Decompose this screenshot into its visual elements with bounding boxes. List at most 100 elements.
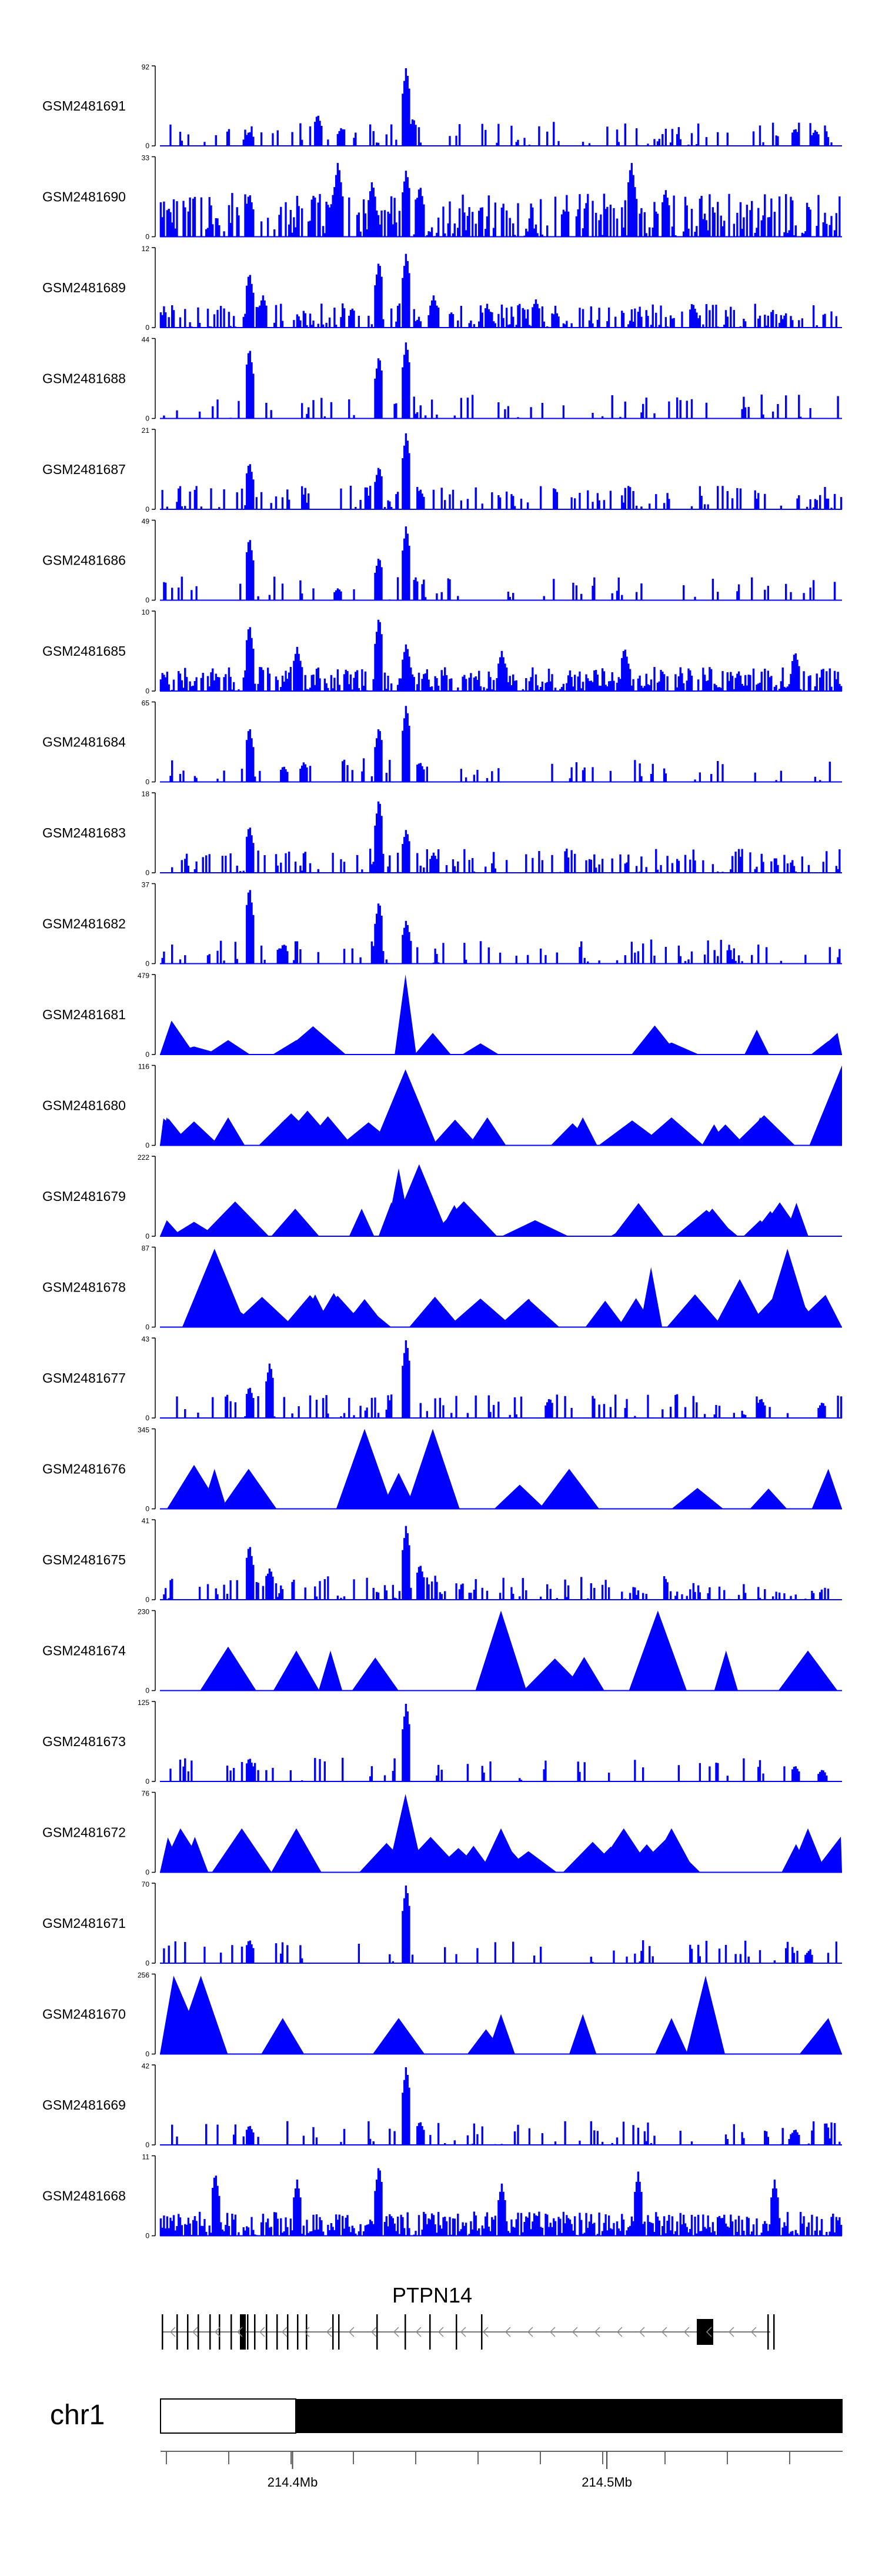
track-GSM2481676: GSM2481676 345 0 [42,1426,842,1513]
y-min-label: 0 [145,1596,149,1604]
coverage-signal [160,890,842,964]
coverage-triangle [644,1042,699,1055]
coverage-signal [160,1526,842,1600]
y-min-label: 0 [145,960,149,968]
track-label: GSM2481687 [42,462,126,477]
strand-chevron [639,2327,645,2337]
track-GSM2481691: GSM2481691 92 0 [42,63,842,150]
y-min-label: 0 [145,323,149,332]
chromosome-label: chr1 [50,2400,105,2431]
track-label: GSM2481670 [42,2007,126,2022]
track-GSM2481689: GSM2481689 12 0 [42,245,842,332]
coverage-triangle [212,1828,272,1873]
coverage-triangle [220,1469,277,1509]
coverage-triangle [406,1429,460,1509]
coverage-triangle [280,1220,313,1236]
strand-chevron [661,2327,667,2337]
coverage-triangle [809,1065,842,1146]
y-min-label: 0 [145,1687,149,1695]
major-tick-label: 214.5Mb [582,2475,632,2490]
track-GSM2481671: GSM2481671 70 0 [42,1880,842,1967]
gene-exon [176,2314,178,2350]
gene-exon [332,2314,334,2350]
coverage-signal [159,2168,843,2236]
coverage-triangle [447,1298,513,1327]
coverage-triangle [349,1209,375,1236]
coverage-triangle [271,1828,322,1873]
strand-chevron [415,2327,422,2337]
track-label: GSM2481683 [42,825,126,840]
coverage-triangle [647,1828,696,1873]
coverage-triangle [380,1473,417,1509]
coverage-triangle [201,1201,269,1236]
coverage-triangle [206,1040,250,1055]
track-label: GSM2481686 [42,553,126,568]
track-label: GSM2481678 [42,1280,126,1295]
gene-exon [287,2314,289,2350]
coverage-triangle [813,1836,842,1873]
coverage-triangle [200,1646,256,1691]
coverage-triangle [494,1484,546,1509]
coverage-triangle [242,1299,282,1327]
track-label: GSM2481679 [42,1189,126,1204]
coverage-triangle [585,1300,625,1327]
coverage-signal [159,253,842,328]
ideogram-minor-ticks [166,2451,790,2464]
coverage-triangle [500,1851,557,1873]
track-GSM2481675: GSM2481675 41 0 [42,1517,842,1604]
coverage-triangle [686,1976,725,2054]
coverage-triangle [318,1650,343,1691]
strand-chevron [281,2327,288,2337]
track-GSM2481679: GSM2481679 222 0 [42,1153,842,1240]
strand-chevron [683,2327,690,2337]
strand-chevron [572,2327,578,2337]
y-min-label: 0 [145,233,149,241]
coverage-triangle [714,1279,766,1327]
coverage-triangle [454,1846,493,1873]
gene-exon [297,2314,299,2350]
track-label: GSM2481690 [42,189,126,205]
coverage-tracks: GSM2481691920GSM2481690330GSM2481689120G… [42,63,843,2240]
coverage-triangle [750,1489,787,1509]
coverage-signal [160,526,842,600]
coverage-triangle [513,1299,544,1327]
y-min-label: 0 [145,142,149,150]
strand-chevron [505,2327,511,2337]
track-label: GSM2481685 [42,643,126,659]
y-max-label: 12 [142,245,150,253]
coverage-signal [160,1886,842,1964]
strand-chevron [214,2327,220,2337]
y-max-label: 11 [142,2153,150,2161]
track-GSM2481674: GSM2481674 230 0 [42,1608,842,1695]
coverage-triangle [629,1610,687,1691]
gene-exon [481,2314,483,2350]
coverage-signal [160,1340,843,1419]
y-max-label: 21 [142,426,150,435]
coverage-signal [160,1704,842,1782]
track-GSM2481688: GSM2481688 44 0 [42,336,842,423]
y-max-label: 65 [142,699,150,708]
coverage-triangle [403,1207,437,1236]
track-GSM2481685: GSM2481685 10 0 [42,608,843,695]
gene-exon [376,2314,378,2350]
ideogram-major-ticks: 214.4Mb 214.5Mb [268,2451,632,2490]
y-max-label: 42 [142,2062,150,2070]
coverage-triangle [469,1117,506,1146]
track-GSM2481690: GSM2481690 33 0 [42,154,842,241]
coverage-triangle [814,1033,842,1055]
track-label: GSM2481680 [42,1098,126,1113]
gene-name-label: PTPN14 [392,2283,472,2307]
track-GSM2481668: GSM2481668 11 0 [42,2153,843,2240]
coverage-triangle [778,1650,838,1691]
strand-chevron [370,2327,377,2337]
major-tick-label: 214.4Mb [268,2475,318,2490]
strand-chevron [549,2327,556,2337]
gene-exon [276,2314,278,2350]
coverage-triangle [462,1043,499,1055]
track-label: GSM2481669 [42,2097,126,2113]
track-label: GSM2481688 [42,371,126,386]
coverage-triangle [799,2018,842,2054]
coverage-triangle [690,1208,735,1236]
coverage-triangle [173,1976,228,2054]
